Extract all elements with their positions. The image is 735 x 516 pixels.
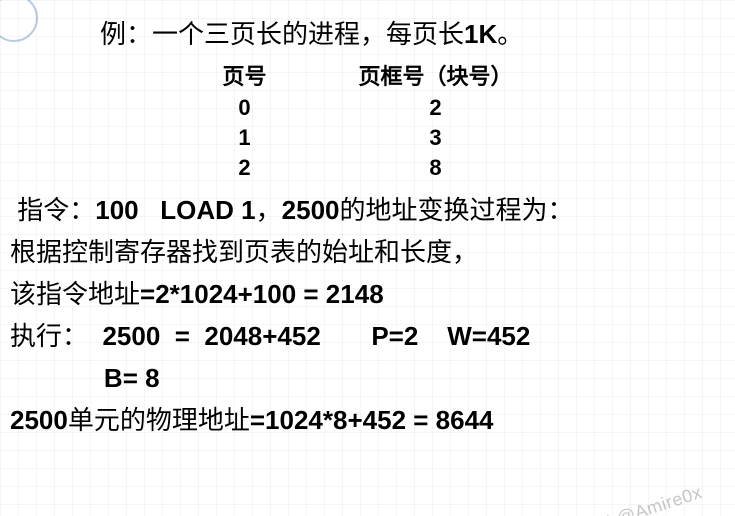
cell-frame: 2 — [313, 93, 559, 123]
instr-rest: 的地址变换过程为： — [340, 195, 574, 225]
phys-addr: 2500 — [10, 405, 68, 435]
exec-line: 执行： 2500 = 2048+452 P=2 W=452 — [10, 315, 725, 357]
title-period: 。 — [497, 19, 523, 49]
watermark-text: CSDN @Amire0x — [559, 482, 705, 516]
exec-calc: 2500 = 2048+452 P=2 W=452 — [102, 321, 530, 351]
table-row: 0 2 — [176, 93, 558, 123]
instr-code: 100 LOAD 1 — [95, 195, 255, 225]
b-pad — [10, 363, 104, 393]
instr-label: 指令： — [10, 195, 95, 225]
title-rest: 一个三页长的进程，每页长 — [152, 19, 464, 49]
col-header-page: 页号 — [176, 57, 312, 93]
cell-page: 2 — [176, 153, 312, 183]
slide-body: 例：一个三页长的进程，每页长1K。 页号 页框号（块号） 0 2 1 3 2 8… — [0, 0, 735, 441]
page-table: 页号 页框号（块号） 0 2 1 3 2 8 — [176, 57, 558, 183]
addr-label: 该指令地址 — [10, 279, 140, 309]
register-line: 根据控制寄存器找到页表的始址和长度， — [10, 231, 725, 273]
b-value: B= 8 — [104, 363, 160, 393]
table-row: 1 3 — [176, 123, 558, 153]
instr-addr: 2500 — [282, 195, 340, 225]
cell-frame: 8 — [313, 153, 559, 183]
addr-calc: =2*1024+100 = 2148 — [140, 279, 384, 309]
cell-page: 0 — [176, 93, 312, 123]
instruction-line: 指令：100 LOAD 1，2500的地址变换过程为： — [10, 189, 725, 231]
phys-label: 单元的物理地址 — [68, 405, 250, 435]
b-line: B= 8 — [10, 357, 725, 399]
exec-label: 执行： — [10, 321, 102, 351]
cell-frame: 3 — [313, 123, 559, 153]
example-title: 例：一个三页长的进程，每页长1K。 — [10, 14, 725, 51]
phys-line: 2500单元的物理地址=1024*8+452 = 8644 — [10, 399, 725, 441]
col-header-frame: 页框号（块号） — [313, 57, 559, 93]
table-row: 2 8 — [176, 153, 558, 183]
addr-line: 该指令地址=2*1024+100 = 2148 — [10, 273, 725, 315]
phys-calc: =1024*8+452 = 8644 — [250, 405, 494, 435]
table-header-row: 页号 页框号（块号） — [176, 57, 558, 93]
title-prefix: 例： — [100, 19, 152, 49]
instr-comma: ， — [256, 195, 282, 225]
title-bold: 1K — [464, 19, 497, 49]
cell-page: 1 — [176, 123, 312, 153]
